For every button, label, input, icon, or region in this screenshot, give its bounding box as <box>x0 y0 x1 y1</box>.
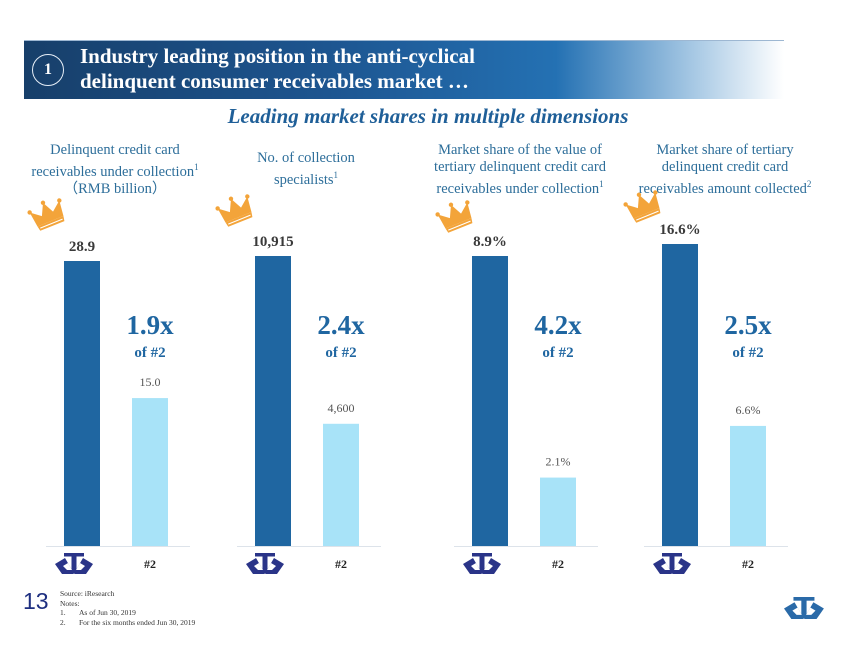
chart-title-line: receivables amount collected2 <box>638 179 812 197</box>
corner-logo-icon <box>784 597 824 620</box>
chart-title-line: Market share of tertiary <box>656 142 794 158</box>
section-number-badge: 1 <box>32 54 64 86</box>
category-label-second: #2 <box>742 557 754 571</box>
chart-2-title: No. of collection specialists1 <box>196 150 416 189</box>
footnote-mark: 1 <box>599 179 604 189</box>
chart-title-line: delinquent credit card <box>661 159 789 175</box>
note-2: 2. For the six months ended Jun 30, 2019 <box>60 617 196 627</box>
crown-icon <box>623 190 661 223</box>
bar-company <box>472 256 508 546</box>
multiplier-sub-label: of #2 <box>732 345 763 361</box>
chart-4-title: Market share of tertiary delinquent credi… <box>615 142 835 198</box>
multiplier-sub-label: of #2 <box>542 345 573 361</box>
slide-subtitle: Leading market shares in multiple dimens… <box>227 104 629 128</box>
chart-title-line: Market share of the value of <box>438 142 602 158</box>
category-label-second: #2 <box>144 557 156 571</box>
page-number: 13 <box>23 588 49 614</box>
bar-company <box>64 261 100 546</box>
value-label-company: 10,915 <box>252 234 293 250</box>
chart-1-title: Delinquent credit card receivables under … <box>5 142 225 198</box>
value-label-company: 28.9 <box>69 239 95 255</box>
bar-second <box>730 425 766 546</box>
company-logo-icon <box>463 553 501 574</box>
bar-second <box>132 398 168 546</box>
bar-company <box>662 244 698 546</box>
chart-title-line: tertiary delinquent credit card <box>434 159 606 175</box>
multiplier-sub-label: of #2 <box>325 345 356 361</box>
chart-title-line: No. of collection <box>257 150 355 166</box>
category-label-second: #2 <box>552 557 564 571</box>
value-label-second: 15.0 <box>140 375 161 389</box>
multiplier-label: 2.4x <box>317 310 365 340</box>
chart-title-line: （RMB billion） <box>63 180 167 197</box>
section-banner: 1 Industry leading position in the anti-… <box>24 40 784 99</box>
multiplier-label: 4.2x <box>534 310 582 340</box>
footnotes: Source: iResearch Notes: 1. As of Jun 30,… <box>60 589 195 627</box>
category-label-second: #2 <box>335 557 347 571</box>
bar-second <box>540 477 576 546</box>
bar-second <box>323 423 359 546</box>
chart-title-line: Delinquent credit card <box>50 142 180 158</box>
slide-title-line-2: delinquent consumer receivables market … <box>80 69 469 93</box>
value-label-company: 8.9% <box>473 234 507 250</box>
crown-icon <box>27 198 65 231</box>
bar-company <box>255 256 291 546</box>
value-label-company: 16.6% <box>659 222 700 238</box>
footnote-mark: 2 <box>806 179 812 189</box>
multiplier-sub-label: of #2 <box>134 345 165 361</box>
footnote-mark: 1 <box>194 162 199 172</box>
value-label-second: 4,600 <box>328 401 355 415</box>
note-1: 1. As of Jun 30, 2019 <box>60 608 136 617</box>
multiplier-label: 1.9x <box>126 310 174 340</box>
multiplier-label: 2.5x <box>724 310 772 340</box>
chart-title-line: receivables under collection1 <box>436 179 604 197</box>
crown-icon <box>215 194 253 227</box>
company-logo-icon <box>653 553 691 574</box>
value-label-second: 6.6% <box>736 403 761 417</box>
chart-title-line: receivables under collection1 <box>31 162 199 180</box>
chart-title-line: specialists1 <box>273 170 339 188</box>
source-note: Source: iResearch <box>60 589 115 598</box>
footnote-mark: 1 <box>333 170 339 180</box>
chart-3-title: Market share of the value of tertiary del… <box>410 142 630 198</box>
company-logo-icon <box>55 553 93 574</box>
company-logo-icon <box>246 553 284 574</box>
crown-icon <box>435 200 473 233</box>
value-label-second: 2.1% <box>546 455 571 469</box>
notes-label: Notes: <box>60 598 80 608</box>
slide-title-line-1: Industry leading position in the anti-cy… <box>80 44 475 68</box>
slide-title: Industry leading position in the anti-cy… <box>80 44 475 94</box>
